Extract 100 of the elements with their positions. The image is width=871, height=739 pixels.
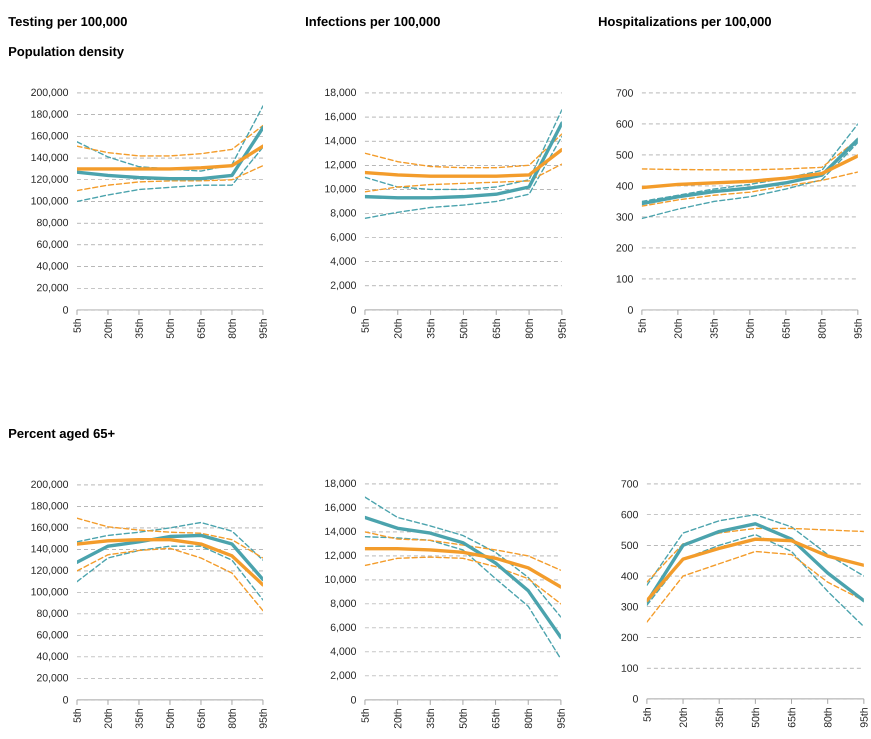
y-tick-label: 160,000 — [31, 524, 68, 532]
x-tick-label: 50th — [166, 319, 174, 338]
x-tick-label: 95th — [259, 319, 267, 338]
x-tick-label: 5th — [361, 319, 369, 333]
line-series — [364, 536, 561, 660]
y-tick-label: 10,000 — [325, 185, 356, 194]
x-tick-label: 65th — [492, 319, 500, 338]
line-series — [76, 548, 263, 612]
x-tick-label: 20th — [394, 319, 402, 338]
y-tick-label: 180,000 — [31, 110, 68, 120]
chart-title: Percent aged 65+ — [9, 428, 115, 441]
x-tick-label: 35th — [135, 709, 143, 728]
y-tick-label: 8,000 — [330, 600, 356, 608]
y-tick-label: 16,000 — [325, 112, 356, 122]
y-tick-label: 160,000 — [31, 132, 68, 141]
y-tick-label: 500 — [621, 542, 638, 550]
y-tick-label: 16,000 — [325, 504, 356, 512]
x-tick-label: 80th — [525, 319, 533, 338]
y-tick-label: 0 — [63, 306, 68, 314]
y-tick-label: 0 — [63, 696, 68, 704]
x-tick-label: 65th — [197, 709, 205, 728]
x-tick-label: 95th — [557, 709, 565, 728]
x-tick-label: 50th — [460, 319, 468, 338]
y-tick-label: 500 — [616, 151, 633, 159]
line-series — [646, 514, 864, 586]
x-tick-label: 20th — [394, 709, 402, 728]
x-tick-label: 5th — [643, 708, 651, 722]
line-series — [76, 124, 263, 157]
chart-title: Hospitalizations per 100,000 — [598, 16, 771, 29]
line-series — [76, 146, 263, 202]
y-tick-label: 700 — [621, 480, 638, 488]
x-tick-label: 65th — [492, 709, 500, 728]
x-tick-label: 5th — [73, 319, 81, 333]
y-tick-label: 180,000 — [31, 502, 68, 511]
y-tick-label: 100 — [616, 275, 633, 283]
x-tick-label: 50th — [166, 709, 174, 728]
y-tick-label: 0 — [351, 306, 356, 314]
y-tick-label: 140,000 — [31, 154, 68, 162]
line-series — [646, 538, 864, 602]
x-tick-label: 5th — [638, 319, 646, 333]
line-series — [364, 531, 561, 572]
y-tick-label: 120,000 — [31, 176, 68, 184]
line-series — [642, 171, 858, 207]
y-tick-label: 200,000 — [31, 88, 68, 98]
y-tick-label: 100,000 — [31, 197, 68, 206]
y-tick-label: 4,000 — [330, 257, 356, 266]
y-tick-label: 40,000 — [36, 652, 68, 662]
y-tick-label: 4,000 — [330, 648, 356, 656]
line-series — [76, 126, 263, 180]
line-series — [364, 516, 561, 640]
x-tick-label: 80th — [524, 709, 532, 728]
x-tick-label: 95th — [854, 319, 862, 338]
y-tick-label: 140,000 — [31, 545, 68, 554]
y-tick-label: 2,000 — [330, 282, 356, 290]
y-tick-label: 14,000 — [325, 136, 356, 146]
x-tick-label: 35th — [426, 319, 434, 338]
y-tick-label: 12,000 — [325, 161, 356, 170]
y-tick-label: 0 — [632, 695, 638, 703]
x-tick-label: 95th — [259, 709, 267, 728]
y-tick-label: 18,000 — [325, 480, 356, 488]
line-series — [642, 142, 858, 220]
line-series — [364, 133, 562, 168]
y-tick-label: 6,000 — [330, 233, 356, 242]
line-series — [646, 528, 864, 583]
line-series — [76, 165, 263, 192]
line-series — [364, 556, 561, 605]
y-tick-label: 20,000 — [37, 674, 68, 683]
y-tick-label: 600 — [616, 120, 633, 128]
x-tick-label: 35th — [135, 319, 143, 338]
y-tick-label: 8,000 — [330, 209, 356, 218]
y-tick-label: 400 — [616, 182, 633, 190]
y-tick-label: 100,000 — [31, 588, 68, 597]
x-tick-label: 95th — [558, 319, 566, 338]
y-tick-label: 60,000 — [37, 631, 68, 640]
x-tick-label: 50th — [459, 709, 467, 728]
x-tick-label: 35th — [715, 708, 724, 728]
y-tick-label: 0 — [351, 696, 356, 704]
y-tick-label: 300 — [621, 603, 638, 611]
x-tick-label: 80th — [228, 709, 236, 728]
y-tick-label: 40,000 — [36, 262, 68, 271]
y-tick-label: 80,000 — [36, 218, 68, 228]
y-tick-label: 14,000 — [325, 528, 356, 536]
line-series — [76, 546, 263, 601]
line-series — [364, 496, 561, 618]
line-series — [76, 538, 263, 587]
x-tick-label: 20th — [104, 709, 112, 728]
x-tick-label: 65th — [782, 319, 790, 338]
line-series — [364, 547, 561, 589]
x-tick-label: 80th — [824, 708, 832, 728]
x-tick-label: 35th — [426, 709, 434, 728]
chart-title: Testing per 100,000 — [8, 16, 127, 29]
chart-subtitle: Population density — [9, 46, 124, 59]
x-tick-label: 80th — [228, 319, 236, 338]
y-tick-label: 200 — [616, 244, 633, 252]
y-tick-label: 80,000 — [36, 610, 68, 618]
x-tick-label: 50th — [746, 319, 754, 338]
line-series — [76, 534, 263, 582]
x-tick-label: 80th — [818, 319, 826, 338]
x-tick-label: 5th — [73, 709, 81, 723]
y-tick-label: 700 — [616, 89, 633, 97]
